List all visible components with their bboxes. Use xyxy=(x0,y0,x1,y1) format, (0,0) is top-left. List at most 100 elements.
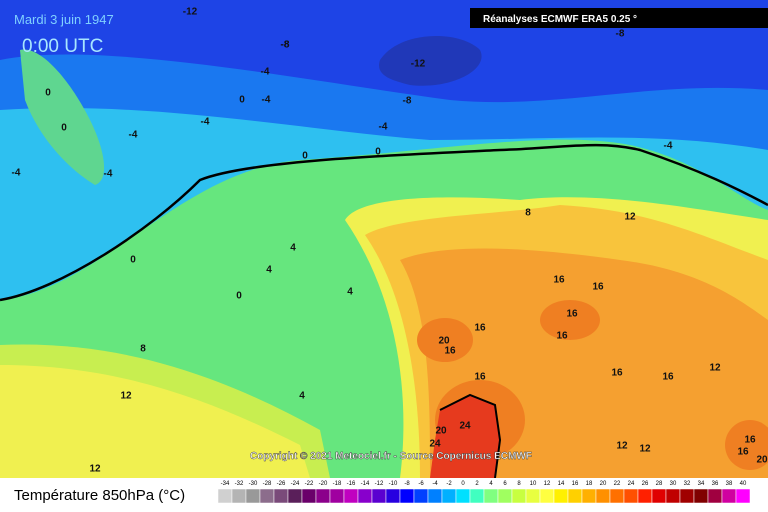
scale-swatch xyxy=(413,488,429,504)
scale-swatch xyxy=(399,488,415,504)
scale-label: -22 xyxy=(305,481,314,487)
scale-swatch xyxy=(539,488,555,504)
contour-label: -4 xyxy=(104,169,113,180)
scale-label: 40 xyxy=(740,481,747,487)
map-date: Mardi 3 juin 1947 xyxy=(14,12,114,27)
contour-label: 0 xyxy=(130,255,136,266)
contour-label: -8 xyxy=(281,40,290,51)
scale-label: -24 xyxy=(291,481,300,487)
scale-swatch xyxy=(595,488,611,504)
contour-label: 20 xyxy=(438,336,450,347)
contour-label: 12 xyxy=(89,464,101,475)
contour-label: -8 xyxy=(281,40,290,51)
contour-label: 16 xyxy=(444,346,456,357)
contour-label: 12 xyxy=(639,444,651,455)
scale-label: -26 xyxy=(277,481,286,487)
scale-label: -30 xyxy=(249,481,258,487)
contour-label: -8 xyxy=(616,29,625,40)
contour-label: 16 xyxy=(556,331,568,342)
contour-label: 16 xyxy=(553,275,565,286)
contour-label: 8 xyxy=(140,344,146,355)
scale-label: -34 xyxy=(221,481,230,487)
contour-label: 24 xyxy=(429,439,441,450)
temperature-field xyxy=(0,0,768,479)
scale-swatch xyxy=(315,488,331,504)
scale-label: 38 xyxy=(726,481,733,487)
scale-label: 12 xyxy=(544,481,551,487)
scale-swatch xyxy=(483,488,499,504)
scale-swatch xyxy=(609,488,625,504)
scale-label: 0 xyxy=(461,481,465,487)
scale-label: 28 xyxy=(656,481,663,487)
scale-label: -2 xyxy=(446,481,452,487)
contour-label: -4 xyxy=(262,95,271,106)
contour-label: 16 xyxy=(474,372,486,383)
scale-swatch xyxy=(651,488,667,504)
scale-label: 2 xyxy=(475,481,479,487)
contour-label: 16 xyxy=(566,309,578,320)
scale-label: 20 xyxy=(600,481,607,487)
scale-swatch xyxy=(217,488,233,504)
scale-swatch xyxy=(273,488,289,504)
contour-label: -4 xyxy=(261,67,270,78)
contour-label: 4 xyxy=(299,391,305,402)
scale-swatch xyxy=(245,488,261,504)
contour-label: -12 xyxy=(183,7,198,18)
contour-label: 12 xyxy=(624,212,636,223)
scale-label: 6 xyxy=(503,481,507,487)
scale-swatch xyxy=(231,488,247,504)
scale-swatch xyxy=(581,488,597,504)
scale-swatch xyxy=(287,488,303,504)
contour-label: 16 xyxy=(744,435,756,446)
contour-label: 0 xyxy=(61,123,67,134)
scale-label: -20 xyxy=(319,481,328,487)
scale-label: 26 xyxy=(642,481,649,487)
scale-label: -14 xyxy=(361,481,370,487)
scale-swatch xyxy=(511,488,527,504)
scale-label: 18 xyxy=(586,481,593,487)
scale-swatch xyxy=(371,488,387,504)
legend-title: Température 850hPa (°C) xyxy=(14,487,185,504)
contour-label: 16 xyxy=(737,447,749,458)
contour-label: 12 xyxy=(709,363,721,374)
contour-label: 0 xyxy=(375,147,381,158)
scale-label: -8 xyxy=(404,481,410,487)
scale-swatch xyxy=(469,488,485,504)
contour-label: 16 xyxy=(592,282,604,293)
contour-labels: -12 -8 -12 -8 -8 -4 -4 -4 -4 0 0 -4 0 0 4 4 4 8 12 4 12 8 12 16… xyxy=(12,7,768,475)
scale-swatch xyxy=(721,488,737,504)
scale-swatch xyxy=(525,488,541,504)
scale-label: -10 xyxy=(389,481,398,487)
scale-swatch xyxy=(637,488,653,504)
scale-swatch xyxy=(623,488,639,504)
scale-label: 10 xyxy=(530,481,537,487)
contour-label: 0 xyxy=(236,291,242,302)
contour-label: 0 xyxy=(239,95,245,106)
contour-label: -8 xyxy=(403,96,412,107)
contour-label: -4 xyxy=(129,130,138,141)
contour-label: 16 xyxy=(474,323,486,334)
scale-swatch xyxy=(329,488,345,504)
scale-label: -32 xyxy=(235,481,244,487)
scale-swatch xyxy=(259,488,275,504)
contour-label: 4 xyxy=(266,265,272,276)
scale-swatch xyxy=(301,488,317,504)
contour-label: 16 xyxy=(662,372,674,383)
scale-swatch xyxy=(665,488,681,504)
scale-swatch xyxy=(553,488,569,504)
scale-swatch xyxy=(441,488,457,504)
contour-label: -4 xyxy=(379,122,388,133)
scale-label: -6 xyxy=(418,481,424,487)
contour-label: -4 xyxy=(201,117,210,128)
contour-label: 20 xyxy=(435,426,447,437)
scale-swatch xyxy=(357,488,373,504)
contour-label: -12 xyxy=(411,59,426,70)
map-time: 0:00 UTC xyxy=(22,36,103,57)
scale-label: 4 xyxy=(489,481,493,487)
scale-swatch xyxy=(385,488,401,504)
scale-label: 16 xyxy=(572,481,579,487)
contour-label: 12 xyxy=(120,391,132,402)
contour-label: 20 xyxy=(756,455,768,466)
scale-swatch xyxy=(693,488,709,504)
